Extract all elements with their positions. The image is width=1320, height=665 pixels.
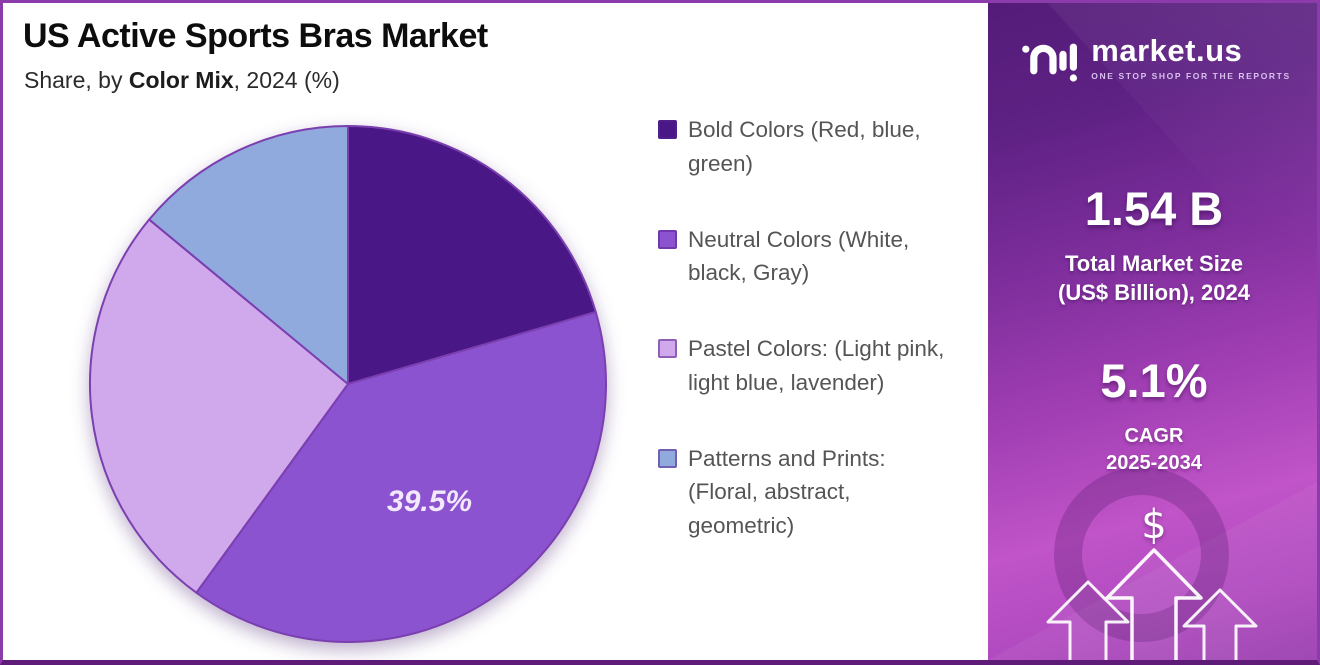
stat-market-size-label: Total Market Size (US$ Billion), 2024 [988,250,1317,307]
stat-cagr-label-line2: 2025-2034 [1106,452,1202,474]
legend-swatch-bold-colors [658,120,677,139]
page-subtitle: Share, by Color Mix, 2024 (%) [24,67,340,94]
up-arrow-left-icon [1046,580,1130,660]
subtitle-suffix: , 2024 (%) [233,67,340,93]
legend-item-neutral-colors: Neutral Colors (White, black, Gray) [658,223,958,291]
growth-arrows-icon [1046,548,1258,660]
pie-chart: 39.5% [89,125,607,643]
marketus-logo: market.us ONE STOP SHOP FOR THE REPORTS [988,29,1317,87]
stat-market-size-label-line1: Total Market Size [1064,251,1244,276]
legend-label: Patterns and Prints: (Floral, abstract, … [688,445,886,539]
logo-tagline: ONE STOP SHOP FOR THE REPORTS [1091,70,1291,81]
legend-label: Bold Colors (Red, blue, green) [688,117,921,176]
legend-swatch-neutral-colors [658,229,677,249]
stat-cagr-value: 5.1% [1100,354,1208,407]
logo-brand-text: market.us [1091,33,1243,69]
page-title: US Active Sports Bras Market [23,17,488,55]
pie-slice-1 [195,311,607,643]
pie-slice-0 [347,125,597,385]
legend-item-patterns-prints: Patterns and Prints: (Floral, abstract, … [658,442,958,543]
legend-item-bold-colors: Bold Colors (Red, blue, green) [658,113,958,181]
pie-data-label: 39.5% [387,485,472,518]
stat-cagr-label: CAGR 2025-2034 [988,423,1317,477]
marketus-logo-icon [1022,43,1078,82]
stat-market-size-label-line2: (US$ Billion), 2024 [1058,279,1250,305]
legend-label: Pastel Colors: (Light pink, light blue, … [688,336,945,395]
pie-slice-3 [148,125,349,385]
chart-panel: US Active Sports Bras Market Share, by C… [3,3,988,660]
legend-label: Neutral Colors (White, black, Gray) [688,226,910,286]
brand-sidebar: market.us ONE STOP SHOP FOR THE REPORTS … [988,3,1317,660]
pie-slice-2 [89,218,349,594]
subtitle-prefix: Share, by [24,67,129,93]
up-arrow-center-icon [1105,548,1203,660]
stat-cagr-label-line1: CAGR [1124,425,1184,447]
up-arrow-right-icon [1182,588,1258,660]
legend-swatch-patterns-prints [658,448,677,468]
dollar-icon: $ [1141,502,1167,548]
legend-item-pastel-colors: Pastel Colors: (Light pink, light blue, … [658,332,958,400]
subtitle-emphasis: Color Mix [128,67,234,93]
chart-legend: Bold Colors (Red, blue, green) Neutral C… [658,113,958,543]
legend-swatch-pastel-colors [658,339,677,358]
stat-market-size-value: 1.54 B [1084,182,1224,235]
